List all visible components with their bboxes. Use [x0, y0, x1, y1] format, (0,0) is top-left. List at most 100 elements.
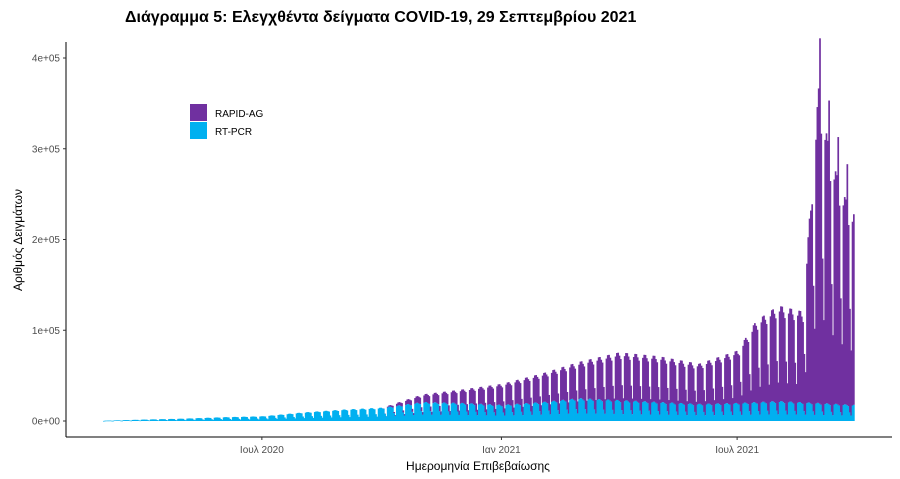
bar-rt-pcr: [593, 409, 596, 421]
bar-rt-pcr: [724, 404, 726, 421]
day-bar: [773, 313, 776, 421]
bar-rt-pcr: [539, 411, 541, 421]
bar-rt-pcr: [730, 411, 733, 421]
bar-rt-pcr: [640, 414, 643, 421]
day-bar: [250, 416, 252, 421]
day-bar: [617, 352, 620, 421]
bar-rt-pcr: [547, 403, 549, 421]
day-bar: [246, 417, 248, 421]
bar-rt-pcr: [174, 419, 177, 421]
day-bar: [286, 414, 289, 421]
bar-rapid-ag: [435, 392, 437, 403]
day-bar: [711, 365, 713, 421]
bar-rt-pcr: [506, 404, 509, 421]
bar-rapid-ag: [539, 396, 541, 412]
x-tick-label: Ιουλ 2021: [715, 445, 759, 456]
bar-rapid-ag: [772, 309, 774, 402]
bar-rapid-ag: [431, 411, 433, 415]
bar-rt-pcr: [643, 401, 646, 421]
bar-rt-pcr: [481, 404, 484, 421]
day-bar: [459, 391, 462, 421]
day-bar: [781, 306, 784, 421]
bar-rapid-ag: [614, 356, 617, 401]
bars-layer: [103, 38, 855, 422]
day-bar: [371, 408, 373, 421]
bar-rt-pcr: [554, 401, 557, 421]
bar-rt-pcr: [622, 414, 625, 421]
bar-rt-pcr: [207, 417, 209, 421]
bar-rt-pcr: [127, 420, 130, 421]
day-bar: [561, 367, 564, 421]
bar-rt-pcr: [816, 402, 819, 421]
bar-rapid-ag: [652, 355, 655, 402]
day-bar: [157, 420, 160, 422]
bar-rt-pcr: [699, 403, 702, 421]
day-bar: [678, 363, 681, 421]
day-bar: [739, 381, 742, 421]
bar-rt-pcr: [140, 419, 143, 421]
bar-rt-pcr: [294, 418, 297, 421]
bar-rapid-ag: [790, 308, 793, 402]
bar-rt-pcr: [119, 420, 122, 422]
bar-rt-pcr: [377, 408, 380, 421]
bar-rt-pcr: [360, 408, 363, 421]
bar-rt-pcr: [731, 415, 734, 421]
day-bar: [670, 358, 673, 421]
bar-rapid-ag: [834, 171, 837, 404]
bar-rt-pcr: [278, 414, 281, 421]
x-ticks: Ιουλ 2020 Ιαν 2021 Ιουλ 2021: [240, 437, 759, 456]
bar-rapid-ag: [532, 377, 535, 404]
bar-rt-pcr: [510, 405, 513, 421]
bar-rapid-ag: [533, 375, 536, 403]
bar-rapid-ag: [511, 400, 514, 413]
bar-rapid-ag: [761, 316, 764, 402]
bar-rt-pcr: [311, 416, 314, 421]
bar-rt-pcr: [108, 420, 110, 422]
bar-rt-pcr: [364, 409, 367, 421]
bar-rt-pcr: [850, 415, 853, 421]
bar-rapid-ag: [547, 376, 549, 404]
day-bar: [777, 382, 780, 421]
day-bar: [847, 225, 850, 421]
day-bar: [782, 312, 785, 421]
bar-rt-pcr: [522, 415, 524, 421]
bar-rt-pcr: [513, 415, 515, 421]
bar-rt-pcr: [578, 399, 580, 421]
bar-rapid-ag: [675, 388, 678, 412]
day-bar: [254, 416, 256, 421]
bar-rt-pcr: [198, 418, 200, 421]
bar-rt-pcr: [220, 419, 222, 421]
bar-rt-pcr: [720, 404, 722, 421]
bar-rt-pcr: [535, 402, 537, 421]
day-bar: [772, 309, 774, 421]
bar-rt-pcr: [186, 418, 189, 421]
bar-rt-pcr: [683, 404, 686, 421]
bar-rapid-ag: [597, 357, 600, 400]
day-bar: [360, 408, 363, 421]
bar-rt-pcr: [642, 402, 644, 421]
bar-rt-pcr: [664, 403, 666, 421]
bar-rt-pcr: [760, 402, 763, 421]
day-bar: [356, 414, 359, 421]
bar-rt-pcr: [738, 404, 741, 421]
day-bar: [754, 323, 756, 421]
bar-rt-pcr: [487, 404, 489, 421]
bar-rapid-ag: [705, 364, 708, 405]
bar-rt-pcr: [122, 420, 125, 421]
bar-rapid-ag: [591, 361, 593, 400]
bar-rt-pcr: [317, 411, 320, 421]
day-bar: [807, 237, 810, 421]
bar-rapid-ag: [487, 387, 489, 405]
day-bar: [700, 365, 703, 421]
day-bar: [843, 197, 846, 421]
day-bar: [398, 402, 401, 421]
y-tick-label: 2e+05: [32, 235, 61, 246]
bar-rapid-ag: [669, 361, 672, 404]
day-bar: [390, 405, 393, 421]
day-bar: [251, 416, 254, 421]
bar-rt-pcr: [359, 409, 362, 421]
bar-rt-pcr: [563, 400, 566, 421]
bar-rt-pcr: [553, 400, 556, 421]
bar-rapid-ag: [767, 364, 769, 411]
day-bar: [523, 380, 526, 421]
